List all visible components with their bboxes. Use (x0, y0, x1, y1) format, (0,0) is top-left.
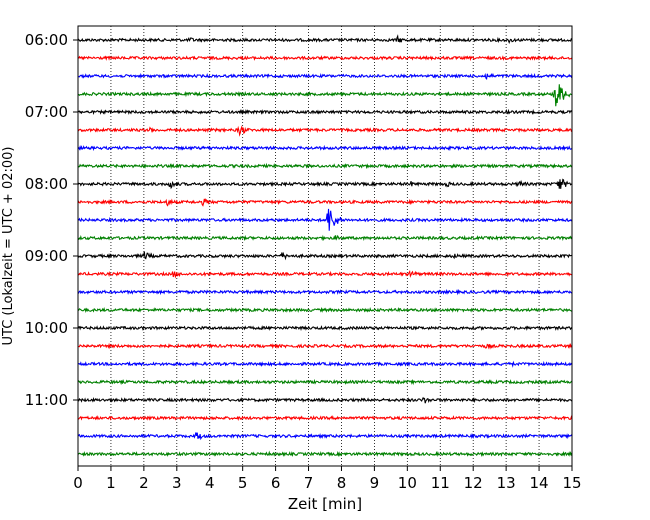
trace-line (77, 342, 573, 350)
trace-line (77, 108, 573, 116)
trace-line (77, 288, 573, 296)
y-tick-label: 11:00 (25, 391, 68, 409)
trace-line (78, 306, 573, 313)
plot-frame (77, 25, 573, 467)
seismogram-traces (77, 34, 573, 458)
x-tick-label: 14 (530, 474, 549, 492)
x-tick-label: 11 (431, 474, 450, 492)
plot-background (78, 26, 572, 466)
x-tick-label: 9 (370, 474, 380, 492)
x-axis-ticks: 0 1 2 3 4 5 6 7 8 9 10 11 12 13 14 15 (73, 466, 582, 492)
x-axis-label: Zeit [min] (288, 495, 362, 513)
trace-line (77, 144, 573, 152)
x-tick-label: 4 (205, 474, 215, 492)
x-tick-label: 2 (139, 474, 149, 492)
x-tick-label: 7 (304, 474, 314, 492)
y-axis-ticks: 06:00 07:00 08:00 09:00 10:00 11:00 (25, 31, 78, 409)
trace-line (77, 396, 573, 404)
y-tick-label: 10:00 (25, 319, 68, 337)
trace-line (77, 378, 573, 386)
trace-line (77, 269, 573, 279)
trace-line (77, 54, 573, 62)
x-tick-label: 5 (238, 474, 248, 492)
trace-line (77, 162, 573, 170)
trace-line (77, 415, 573, 421)
y-tick-label: 06:00 (25, 31, 68, 49)
trace-line (77, 198, 573, 207)
trace-line (77, 360, 573, 368)
trace-line (77, 178, 573, 190)
trace-line (77, 234, 573, 242)
x-tick-label: 1 (106, 474, 116, 492)
x-tick-label: 13 (497, 474, 516, 492)
trace-line (77, 125, 573, 137)
y-tick-label: 08:00 (25, 175, 68, 193)
x-grid (110, 26, 540, 466)
y-axis-label: UTC (Lokalzeit = UTC + 02:00) (1, 147, 16, 346)
trace-line (77, 34, 573, 44)
trace-line (77, 325, 573, 332)
trace-line (77, 84, 573, 107)
trace-line (77, 432, 573, 441)
x-tick-label: 3 (172, 474, 182, 492)
y-tick-label: 07:00 (25, 103, 68, 121)
x-tick-label: 0 (73, 474, 83, 492)
trace-line (77, 251, 573, 261)
x-tick-label: 12 (464, 474, 483, 492)
x-tick-label: 8 (337, 474, 347, 492)
x-tick-label: 10 (398, 474, 417, 492)
y-tick-label: 09:00 (25, 247, 68, 265)
x-tick-label: 15 (562, 474, 581, 492)
trace-line (77, 208, 573, 231)
trace-line (77, 72, 573, 81)
x-tick-label: 6 (271, 474, 281, 492)
trace-line (77, 450, 573, 458)
